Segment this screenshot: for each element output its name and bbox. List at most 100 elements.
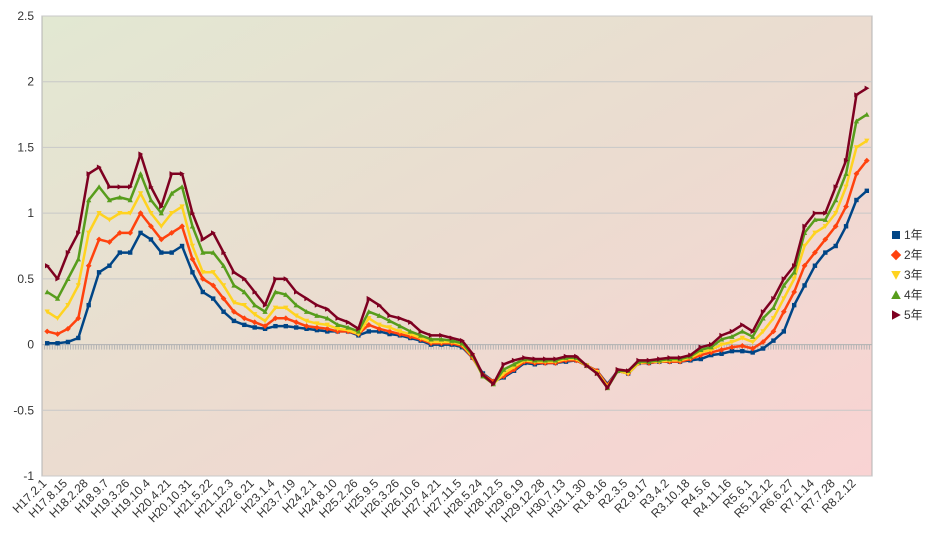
data-point <box>791 269 797 275</box>
data-point <box>698 347 704 353</box>
data-point <box>85 262 92 269</box>
data-point <box>335 322 341 328</box>
data-point <box>771 295 777 302</box>
data-point <box>44 289 50 295</box>
data-point <box>397 323 403 329</box>
data-point <box>501 361 507 367</box>
series <box>44 85 870 391</box>
data-point <box>75 315 82 322</box>
data-point <box>138 151 144 157</box>
data-point <box>449 337 455 343</box>
data-point <box>864 188 870 193</box>
data-point <box>314 321 320 327</box>
data-point <box>781 329 787 334</box>
data-point <box>252 325 257 330</box>
data-point <box>303 309 310 314</box>
data-point <box>231 269 237 275</box>
data-point <box>293 325 299 330</box>
series-line <box>46 113 868 390</box>
data-point <box>54 331 61 337</box>
data-point <box>864 111 870 117</box>
data-point <box>418 332 424 338</box>
data-point <box>200 249 206 255</box>
data-point <box>54 316 61 321</box>
data-point <box>770 328 777 335</box>
data-point <box>698 344 704 350</box>
data-point <box>719 332 725 339</box>
data-point <box>273 276 279 282</box>
y-tick-label: 0.5 <box>17 272 34 286</box>
data-point <box>770 316 777 321</box>
data-point <box>781 296 787 302</box>
data-point <box>812 210 818 216</box>
data-point <box>729 348 735 354</box>
data-point <box>314 302 320 308</box>
data-point <box>771 338 776 343</box>
data-point <box>833 243 838 249</box>
data-point <box>179 204 185 210</box>
data-point <box>636 357 642 363</box>
data-point <box>179 243 185 249</box>
legend-marker <box>891 271 901 280</box>
data-point <box>345 324 351 330</box>
data-point <box>853 145 860 151</box>
data-point <box>750 328 756 335</box>
data-point <box>282 315 289 322</box>
data-point <box>397 329 403 335</box>
data-point <box>148 184 154 190</box>
data-point <box>812 230 818 236</box>
data-point <box>386 325 393 331</box>
data-point <box>542 356 548 362</box>
data-point <box>189 243 196 249</box>
data-point <box>127 250 133 255</box>
data-point <box>854 92 860 98</box>
data-point <box>802 223 808 229</box>
data-point <box>262 318 268 324</box>
data-point <box>760 329 766 335</box>
data-point <box>770 305 777 310</box>
data-point <box>169 171 175 177</box>
data-point <box>345 319 351 325</box>
data-point <box>96 210 102 216</box>
data-point <box>822 236 829 243</box>
data-point <box>428 336 434 342</box>
data-point <box>169 210 175 216</box>
data-point <box>210 270 216 275</box>
data-point <box>200 270 206 275</box>
data-point <box>324 315 330 321</box>
data-point <box>65 249 71 256</box>
data-point <box>220 295 227 302</box>
data-point <box>366 316 372 321</box>
data-point <box>137 191 144 197</box>
data-point <box>843 184 849 190</box>
legend-label: 4年 <box>904 288 923 302</box>
y-tick-label: -0.5 <box>13 403 34 417</box>
data-point <box>729 339 735 345</box>
data-point <box>698 356 704 362</box>
data-point <box>304 295 310 302</box>
data-point <box>242 276 247 282</box>
data-point <box>843 171 849 176</box>
data-point <box>511 357 517 363</box>
data-point <box>719 351 724 356</box>
data-point <box>252 302 258 308</box>
data-point <box>386 318 393 324</box>
legend-marker <box>892 231 900 239</box>
data-point <box>251 319 258 326</box>
data-point <box>718 342 725 348</box>
data-point <box>428 332 434 339</box>
data-point <box>293 302 299 308</box>
data-point <box>231 300 237 306</box>
data-point <box>169 250 174 255</box>
data-point <box>283 276 289 282</box>
data-point <box>801 243 808 249</box>
data-point <box>241 289 247 295</box>
data-point <box>96 236 102 243</box>
data-point <box>117 250 123 255</box>
data-point <box>65 276 71 282</box>
data-point <box>158 236 165 243</box>
data-point <box>605 385 611 391</box>
data-point <box>355 328 362 334</box>
data-point <box>823 250 828 255</box>
data-point <box>107 263 112 268</box>
